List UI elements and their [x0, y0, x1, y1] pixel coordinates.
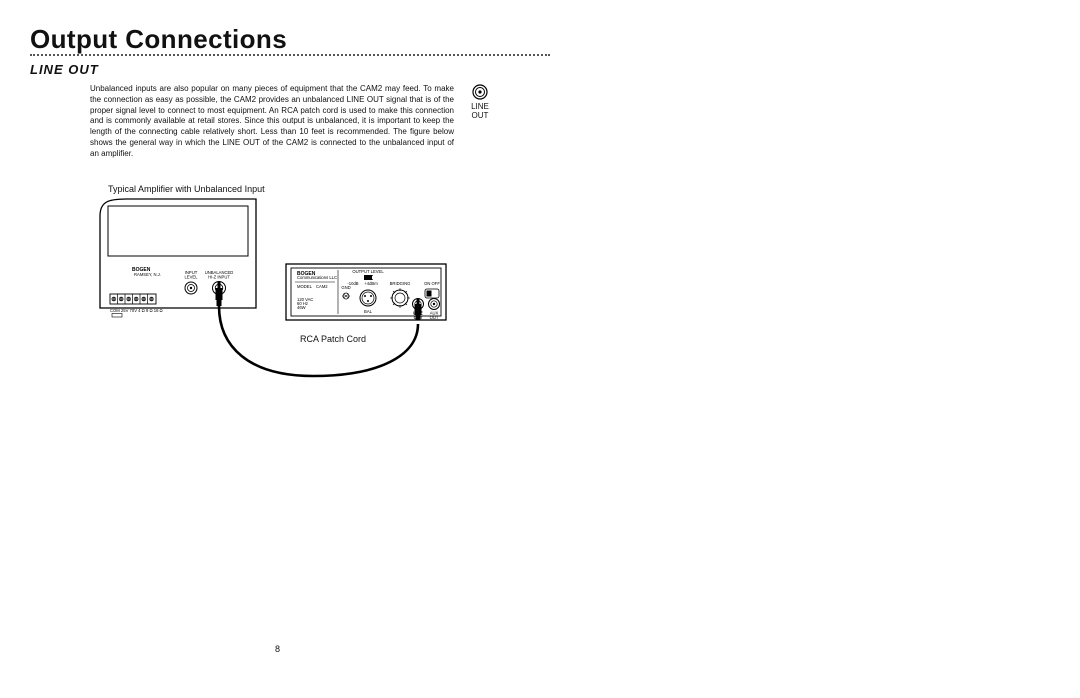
dotted-rule	[30, 54, 550, 56]
line-out-label-line1: LINE	[471, 102, 489, 111]
switch-icon	[364, 275, 373, 280]
amplifier-caption: Typical Amplifier with Unbalanced Input	[108, 184, 265, 194]
cam2-subtitle: Communications LLC	[297, 275, 337, 280]
cam2-gnd: GND	[341, 285, 350, 290]
xlr-connector-icon	[360, 290, 376, 306]
connection-diagram: BOGEN RAMSEY, N.J. INPUT LEVEL UNBALANCE…	[88, 196, 488, 406]
page-title: Output Connections	[30, 24, 287, 55]
patch-cord-caption: RCA Patch Cord	[300, 334, 366, 344]
cam2-bal: BAL	[364, 309, 373, 314]
amplifier-body: BOGEN RAMSEY, N.J. INPUT LEVEL UNBALANCE…	[100, 199, 256, 317]
cam2-onoff: ON OFF	[424, 281, 440, 286]
cam2-model-lbl: MODEL	[297, 284, 313, 289]
cam2-out2: OUT	[430, 315, 439, 320]
cam2-plus4: +4dBm	[364, 281, 378, 286]
cam2-model-val: CAM2	[316, 284, 328, 289]
bridging-knob-icon	[390, 288, 410, 308]
page-number: 8	[275, 644, 280, 654]
cam2-bridging: BRIDGING	[390, 281, 411, 286]
line-out-label-line2: OUT	[472, 111, 489, 120]
cam2-output-level: OUTPUT LEVEL	[352, 269, 384, 274]
cam2-watts: 46W	[297, 305, 306, 310]
amp-hiz-lbl: HI-Z INPUT	[208, 275, 230, 280]
amp-term-labels: COM 25V 70V 4 Ω 8 Ω 16 Ω	[110, 308, 163, 313]
amp-terminal-strip	[110, 294, 156, 304]
body-paragraph: Unbalanced inputs are also popular on ma…	[90, 84, 454, 160]
document-page: Output Connections LINE OUT Unbalanced i…	[0, 0, 1080, 698]
line-out-label: LINE OUT	[465, 102, 495, 120]
amp-location: RAMSEY, N.J.	[134, 272, 161, 277]
section-title: LINE OUT	[30, 62, 99, 77]
cam2-panel: BOGEN Communications LLC MODEL CAM2 120 …	[286, 264, 446, 320]
rca-jack-icon	[472, 84, 488, 100]
amp-level-lbl: LEVEL	[184, 275, 198, 280]
cam2-aux-out-jack-icon	[429, 299, 440, 310]
